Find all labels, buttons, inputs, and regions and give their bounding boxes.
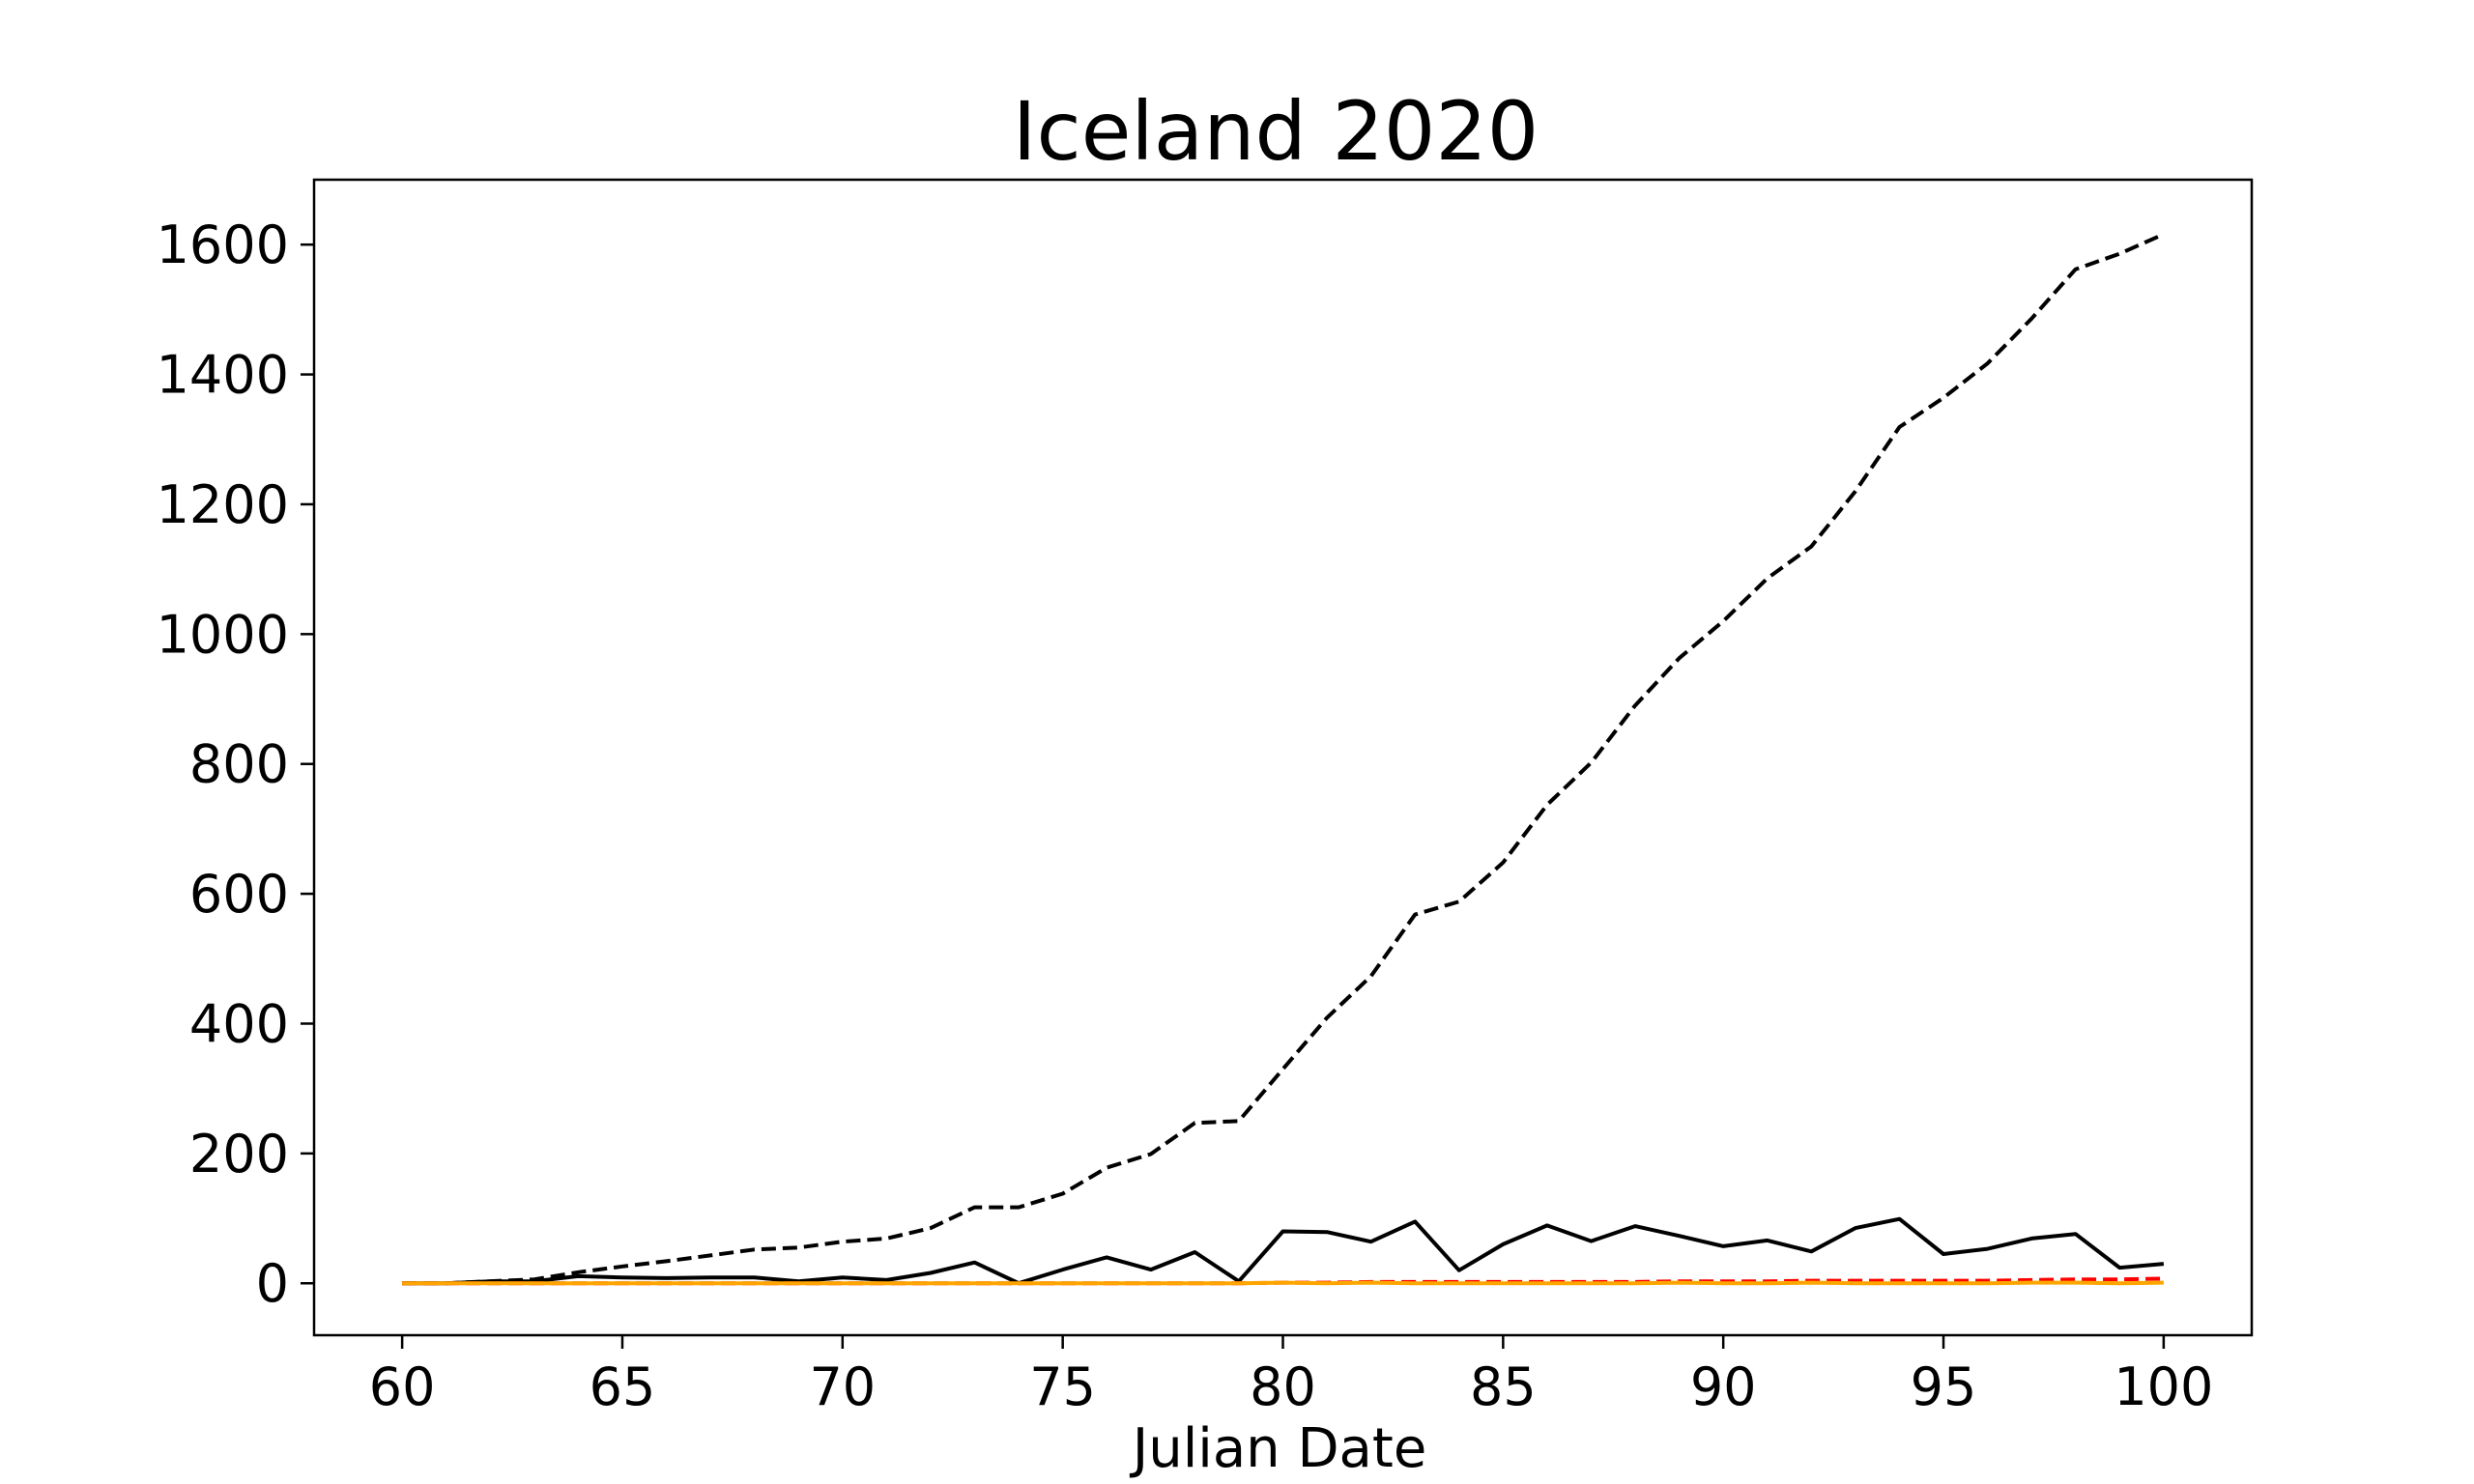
- y-tick-label: 1200: [157, 474, 289, 535]
- series-line-4: [402, 1280, 2164, 1286]
- y-tick-label: 1000: [157, 604, 289, 665]
- y-axis: 0 200 400 600 800 1000 1200 1400 1600: [157, 214, 314, 1314]
- y-tick-label: 0: [256, 1253, 289, 1314]
- y-tick-label: 1400: [157, 345, 289, 406]
- x-tick-label: 60: [369, 1356, 436, 1417]
- series-line-2: [402, 1216, 2165, 1286]
- x-tick-label: 65: [590, 1356, 656, 1417]
- x-tick-label: 90: [1690, 1356, 1757, 1417]
- x-tick-label: 100: [2114, 1356, 2213, 1417]
- x-tick-label: 75: [1029, 1356, 1096, 1417]
- y-tick-label: 800: [189, 734, 289, 795]
- plot-frame: [312, 178, 2254, 1337]
- y-tick-label: 200: [189, 1124, 289, 1184]
- series-line-1: [402, 232, 2165, 1286]
- x-tick-label: 95: [1911, 1356, 1977, 1417]
- x-tick-label: 80: [1250, 1356, 1316, 1417]
- y-tick-label: 1600: [157, 214, 289, 275]
- series-layer: [402, 232, 2165, 1286]
- y-tick-label: 600: [189, 864, 289, 925]
- x-axis: 60 65 70 75 80 85 90 95 100: [369, 1335, 2213, 1417]
- x-axis-label: Julian Date: [1130, 1417, 1427, 1480]
- chart-title: Iceland 2020: [1013, 84, 1539, 179]
- x-tick-label: 70: [809, 1356, 876, 1417]
- x-tick-label: 85: [1470, 1356, 1537, 1417]
- y-tick-label: 400: [189, 993, 289, 1054]
